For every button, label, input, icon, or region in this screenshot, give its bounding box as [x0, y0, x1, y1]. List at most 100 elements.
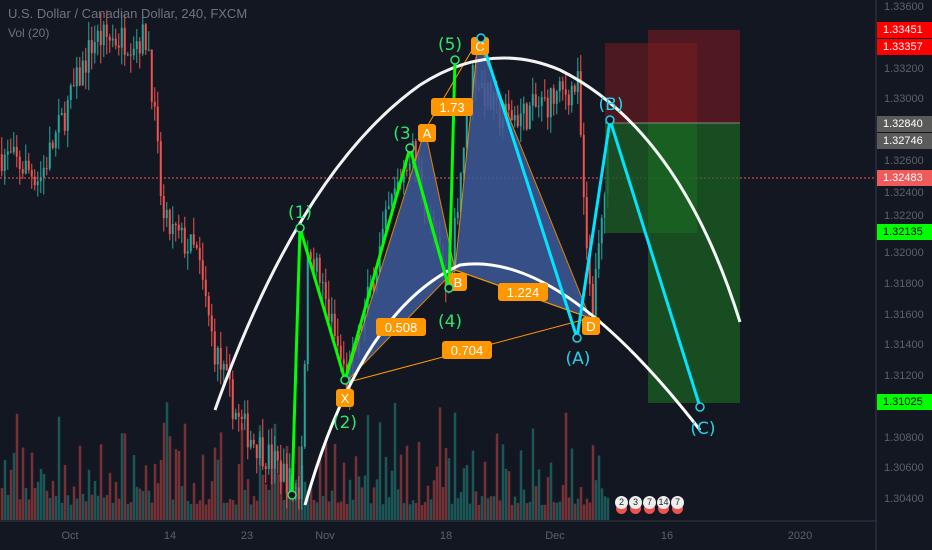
candle	[216, 347, 219, 365]
volume-bar	[132, 455, 136, 520]
price-label: 1.33451	[877, 22, 932, 38]
candle	[45, 167, 48, 169]
volume-bar	[12, 452, 16, 520]
candle	[3, 154, 6, 171]
point-b-text: B	[454, 275, 463, 290]
volume-bar	[123, 433, 127, 520]
candle	[99, 30, 102, 46]
volume-bar	[411, 500, 415, 520]
correction-wave[interactable]	[479, 37, 702, 408]
wave-pivot-handle[interactable]	[605, 115, 615, 125]
wave-pivot-handle[interactable]	[572, 333, 582, 343]
volume-bar	[414, 502, 418, 520]
candle	[258, 437, 261, 459]
candle	[33, 176, 36, 186]
candle	[414, 141, 417, 167]
candle	[81, 60, 84, 86]
volume-bar	[174, 449, 178, 520]
volume-bar	[225, 502, 229, 520]
candle	[123, 27, 126, 55]
volume-bar	[606, 497, 610, 520]
volume-bar	[99, 444, 103, 520]
event-badge[interactable]: 7	[643, 496, 656, 509]
candle	[84, 60, 87, 73]
wave-pivot-handle[interactable]	[295, 223, 305, 233]
volume-bar	[339, 501, 343, 520]
candle	[582, 134, 585, 198]
event-badges: 2 3 7 14 7	[615, 496, 684, 509]
volume-bar	[396, 489, 400, 520]
volume-bar	[171, 499, 175, 520]
volume-bar	[36, 481, 40, 520]
volume-bar	[264, 484, 268, 520]
event-badge[interactable]: 14	[657, 496, 670, 509]
candle	[561, 81, 564, 90]
candle	[189, 234, 192, 252]
volume-bar	[60, 502, 64, 520]
volume-bar	[525, 503, 529, 520]
candle	[186, 251, 189, 254]
volume-bar	[384, 456, 388, 520]
xab-triangle[interactable]	[344, 128, 456, 384]
volume-bar	[579, 487, 583, 520]
position-boxes[interactable]	[605, 30, 740, 403]
wave-pivot-handle[interactable]	[287, 490, 297, 500]
wave-pivot-handle[interactable]	[450, 55, 460, 65]
volume-bar	[198, 500, 202, 520]
candle	[603, 194, 606, 218]
candle	[132, 48, 135, 56]
candle	[156, 106, 159, 142]
bcd-triangle[interactable]	[454, 39, 591, 319]
volume-bar	[189, 504, 193, 520]
upper-arc[interactable]	[213, 56, 742, 411]
volume-bar	[15, 413, 19, 520]
wave-pivot-handle[interactable]	[405, 143, 415, 153]
price-tick: 1.33200	[884, 62, 924, 75]
candle	[318, 257, 321, 283]
volume-bar	[219, 432, 223, 520]
candle	[267, 444, 270, 469]
wave-pivot-handle[interactable]	[444, 283, 454, 293]
volume-bar	[252, 496, 256, 520]
event-badge[interactable]: 2	[615, 496, 628, 509]
volume-bar	[195, 503, 199, 520]
volume-bar	[546, 477, 550, 520]
volume-bar	[144, 465, 148, 520]
candle	[570, 85, 573, 106]
candle	[255, 444, 258, 459]
candle	[0, 154, 3, 171]
wave-c-label: (C)	[690, 419, 715, 439]
volume-bar	[330, 490, 334, 520]
event-badge[interactable]: 7	[671, 496, 684, 509]
candle	[141, 24, 144, 54]
wave-pivot-handle[interactable]	[476, 33, 486, 43]
candle	[138, 41, 141, 54]
volume-bar	[540, 504, 544, 520]
event-badge[interactable]: 3	[629, 496, 642, 509]
volume-bar	[555, 502, 559, 520]
volume-bar	[474, 491, 478, 520]
volume-bar	[516, 503, 520, 520]
candle	[12, 146, 15, 153]
volume-bar	[9, 469, 13, 520]
volume-bar	[93, 480, 97, 520]
candle	[153, 101, 156, 107]
wave-pivot-handle[interactable]	[695, 402, 705, 412]
wave-pivot-handle[interactable]	[340, 375, 350, 385]
candle	[522, 103, 525, 114]
time-tick: 2020	[787, 530, 813, 542]
price-label: 1.32483	[877, 170, 932, 186]
volume-indicator-label[interactable]: Vol (20)	[8, 26, 50, 40]
ratio-label-text: 1.224	[507, 285, 540, 300]
volume-bar	[129, 502, 133, 520]
volume-bar	[483, 461, 487, 520]
impulse-wave[interactable]	[290, 59, 457, 496]
candle	[567, 94, 570, 106]
candle	[564, 89, 567, 95]
volume-bar	[552, 502, 556, 520]
volume-bar	[45, 490, 49, 520]
candle	[51, 142, 54, 149]
volume-bar	[369, 503, 373, 520]
chart-title: U.S. Dollar / Canadian Dollar, 240, FXCM	[8, 6, 248, 21]
